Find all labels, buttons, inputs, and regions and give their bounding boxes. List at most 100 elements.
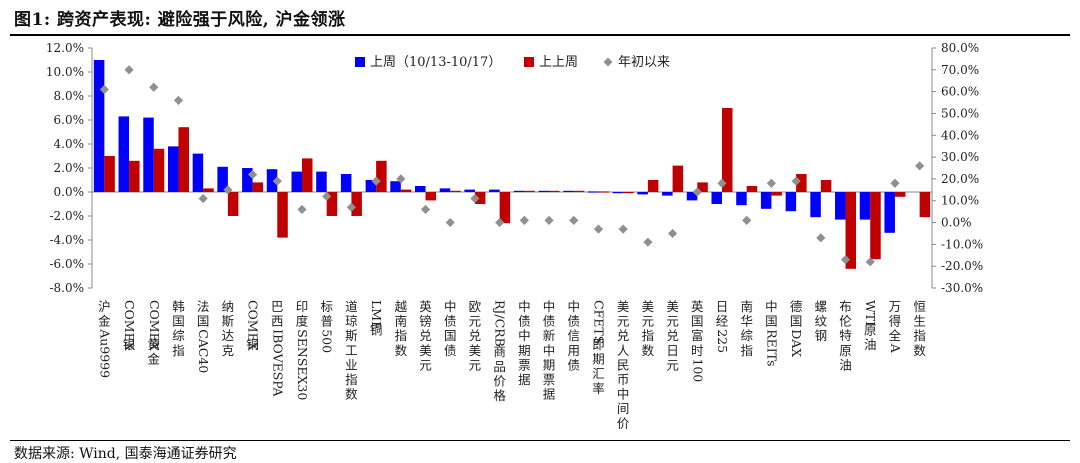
svg-text:中: 中 [617, 387, 630, 402]
bar-prev-week [203, 188, 214, 192]
svg-text:国: 国 [172, 314, 185, 329]
bar-last-week [835, 192, 846, 220]
bar-prev-week [376, 160, 387, 192]
svg-text:指: 指 [172, 343, 185, 358]
bar-last-week [810, 192, 821, 218]
marker-ytd [840, 255, 851, 265]
bar-last-week [760, 192, 772, 209]
right-axis-tick-label: -20.0% [941, 259, 983, 273]
bar-prev-week [153, 148, 165, 192]
svg-text:LME: LME [369, 300, 384, 330]
right-axis-tick-label: 30.0% [941, 150, 979, 164]
svg-text:度: 度 [296, 314, 309, 329]
svg-text:REITs: REITs [764, 329, 779, 366]
bar-last-week [192, 153, 204, 192]
svg-text:格: 格 [493, 388, 506, 403]
marker-ytd [223, 185, 233, 195]
bar-last-week [464, 189, 475, 192]
svg-text:时: 时 [691, 343, 704, 358]
svg-text:道: 道 [345, 299, 358, 314]
svg-text:美: 美 [666, 299, 679, 314]
svg-text:中: 中 [444, 299, 457, 314]
svg-text:中: 中 [568, 299, 581, 314]
svg-text:银: 银 [123, 337, 136, 352]
bar-prev-week [302, 158, 313, 192]
svg-text:原: 原 [839, 343, 852, 358]
bar-prev-week [524, 190, 535, 192]
svg-text:指: 指 [642, 328, 655, 343]
svg-text:CFETS: CFETS [591, 300, 606, 344]
bar-last-week [563, 190, 574, 192]
right-axis-tick-label: 70.0% [941, 63, 979, 77]
bar-last-week [612, 192, 624, 194]
svg-text:票: 票 [543, 372, 556, 387]
bar-prev-week [845, 192, 857, 269]
svg-text:元: 元 [469, 314, 482, 329]
bar-last-week [785, 192, 797, 212]
svg-text:500: 500 [320, 329, 335, 353]
svg-text:人: 人 [617, 343, 630, 358]
svg-text:伦: 伦 [839, 314, 852, 329]
svg-text:原: 原 [864, 323, 877, 338]
svg-text:债: 债 [518, 314, 531, 329]
svg-text:元: 元 [666, 314, 679, 329]
svg-text:元: 元 [642, 314, 655, 329]
legend-swatch-last-week [355, 57, 365, 67]
left-axis-tick-label: 8.0% [54, 89, 85, 103]
bar-last-week [118, 116, 130, 192]
svg-text:钢: 钢 [815, 328, 828, 343]
svg-text:万: 万 [889, 299, 902, 314]
svg-text:综: 综 [172, 328, 185, 343]
title-divider [10, 34, 1070, 36]
svg-text:COMEX: COMEX [246, 300, 261, 351]
marker-ytd [544, 215, 554, 225]
marker-ytd [742, 215, 752, 225]
svg-text:品: 品 [493, 359, 506, 374]
right-axis-tick-label: -10.0% [941, 237, 983, 251]
svg-text:欧: 欧 [469, 299, 482, 314]
svg-text:中: 中 [543, 343, 556, 358]
svg-text:用: 用 [568, 343, 581, 358]
svg-text:镑: 镑 [419, 314, 432, 329]
marker-ytd [322, 191, 332, 201]
marker-ytd [569, 215, 579, 225]
svg-text:美: 美 [642, 299, 655, 314]
marker-ytd [247, 169, 258, 180]
right-axis-tick-label: 10.0% [941, 194, 979, 208]
svg-text:债: 债 [568, 357, 581, 372]
bar-prev-week [573, 190, 585, 192]
bar-last-week [489, 189, 500, 192]
svg-text:生: 生 [913, 314, 926, 329]
svg-text:南: 南 [395, 314, 408, 329]
svg-text:中: 中 [518, 328, 531, 343]
marker-ytd [420, 204, 431, 215]
svg-text:铜: 铜 [370, 323, 383, 338]
bar-prev-week [697, 182, 708, 192]
marker-ytd [692, 187, 702, 197]
bar-last-week [513, 190, 525, 192]
category-label: 螺纹钢 [815, 299, 828, 343]
bar-last-week [884, 192, 895, 233]
svg-text:纹: 纹 [815, 314, 828, 329]
source-note: 数据来源: Wind, 国泰海通证券研究 [14, 446, 237, 462]
bar-last-week [415, 186, 426, 192]
marker-ytd [766, 178, 777, 188]
right-axis-tick-label: 20.0% [941, 172, 979, 186]
marker-ytd [99, 84, 109, 95]
marker-ytd [346, 202, 357, 212]
svg-text:指: 指 [740, 343, 753, 358]
svg-text:德: 德 [790, 299, 803, 314]
svg-text:期: 期 [592, 352, 605, 367]
bar-prev-week [722, 108, 733, 192]
svg-text:日: 日 [666, 343, 679, 358]
marker-ytd [396, 174, 406, 184]
